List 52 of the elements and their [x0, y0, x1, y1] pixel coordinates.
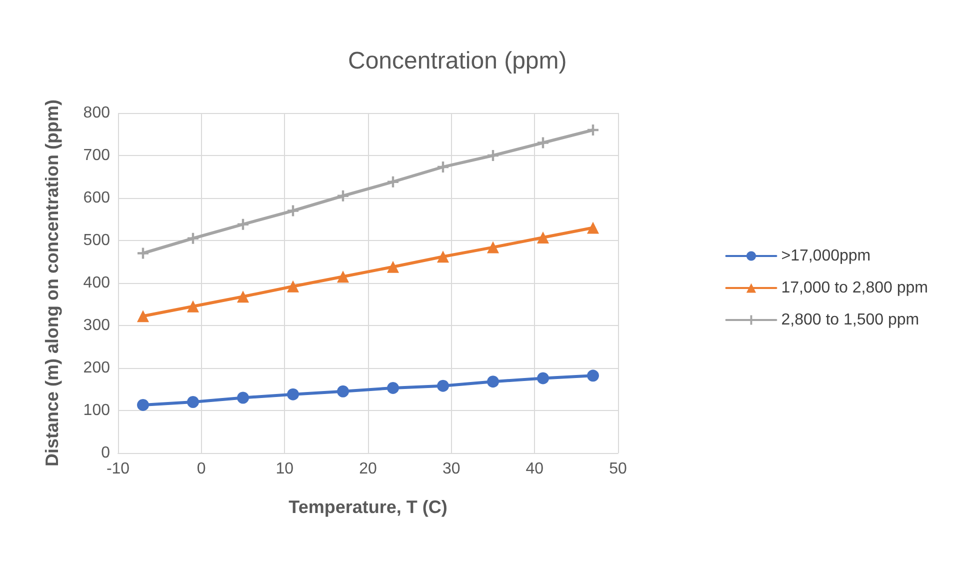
y-tick-label: 300 — [83, 317, 110, 334]
point — [587, 222, 599, 234]
x-tick-label: -10 — [106, 460, 130, 478]
y-axis-title: Distance (m) along on concentration (ppm) — [42, 99, 62, 467]
point — [237, 392, 249, 404]
point — [438, 161, 448, 172]
point — [187, 300, 199, 312]
point — [437, 250, 449, 263]
point — [588, 124, 598, 136]
point — [137, 398, 149, 411]
point — [537, 232, 549, 244]
point — [188, 232, 198, 244]
point — [388, 176, 398, 188]
point — [337, 270, 349, 283]
point — [487, 376, 499, 388]
point — [337, 385, 349, 398]
point — [287, 388, 299, 400]
x-tick-label: 30 — [442, 460, 460, 478]
point — [487, 241, 499, 254]
point — [587, 370, 599, 382]
point — [237, 290, 249, 303]
y-tick-label: 400 — [83, 274, 110, 292]
point — [238, 218, 248, 230]
point — [338, 190, 348, 202]
point — [187, 396, 199, 408]
point — [537, 372, 549, 384]
x-tick-label: 20 — [359, 460, 377, 478]
point — [488, 150, 498, 161]
point — [387, 260, 399, 273]
y-tick-label: 600 — [83, 190, 110, 206]
legend-label: 17,000 to 2,800 ppm — [781, 280, 928, 296]
point — [538, 137, 548, 148]
chart-title: Concentration (ppm) — [348, 48, 567, 74]
y-tick-label: 800 — [83, 104, 110, 122]
y-tick-label: 500 — [83, 232, 110, 249]
point — [288, 205, 298, 216]
x-tick-label: 40 — [526, 460, 544, 478]
point — [287, 280, 299, 292]
y-tick-label: 700 — [83, 147, 110, 164]
legend-label: 2,800 to 1,500 ppm — [781, 312, 920, 328]
y-tick-label: 200 — [83, 360, 110, 376]
y-tick-label: 100 — [83, 402, 110, 419]
point — [437, 380, 449, 392]
point — [387, 382, 399, 394]
x-tick-label: 10 — [276, 460, 294, 478]
x-tick-label: 0 — [196, 460, 206, 478]
x-axis-title: Temperature, T (C) — [288, 497, 448, 517]
point — [138, 248, 148, 259]
point — [137, 310, 149, 322]
y-tick-label: 0 — [101, 444, 110, 462]
x-tick-label: 50 — [609, 460, 627, 478]
legend-label: >17,000ppm — [781, 248, 871, 264]
